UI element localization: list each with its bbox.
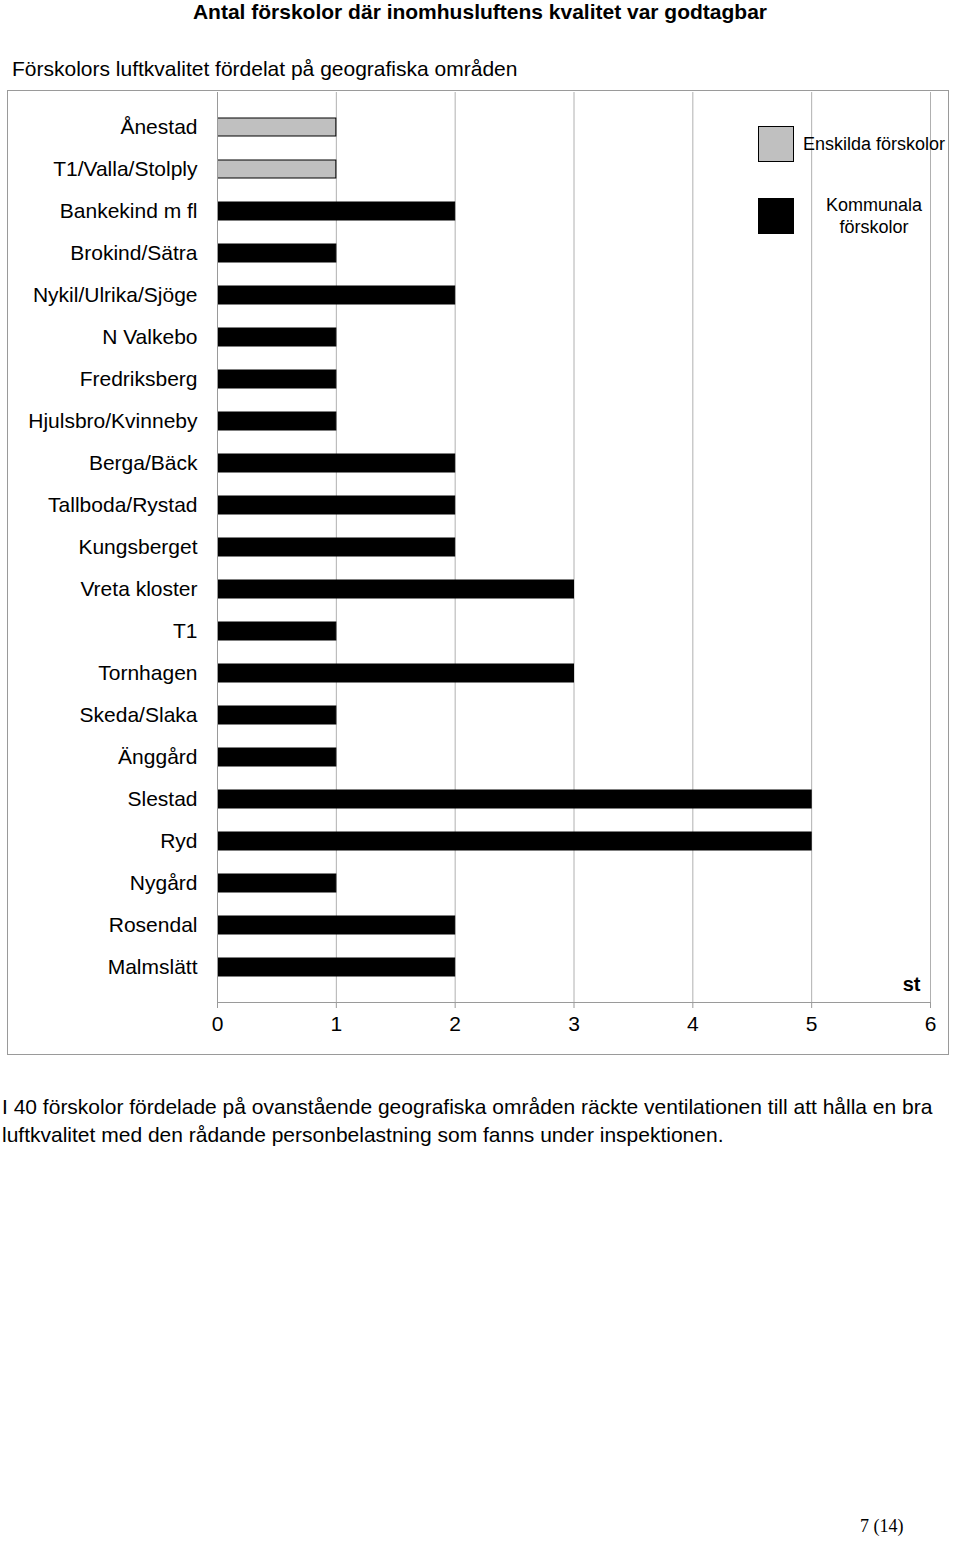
html-text:7 (14): 7 (14) xyxy=(860,1516,904,1536)
svg-text:Ånestad: Ånestad xyxy=(120,115,197,138)
html-text:Förskolors luftkvalitet fördel: Förskolors luftkvalitet fördelat på geog… xyxy=(12,57,518,80)
svg-text:Tallboda/Rystad: Tallboda/Rystad xyxy=(48,493,197,516)
svg-text:5: 5 xyxy=(806,1012,818,1035)
svg-text:6: 6 xyxy=(925,1012,937,1035)
svg-text:Brokind/Sätra: Brokind/Sätra xyxy=(70,241,198,264)
svg-text:Nygård: Nygård xyxy=(130,871,198,894)
svg-text:Slestad: Slestad xyxy=(127,787,197,810)
svg-text:Vreta kloster: Vreta kloster xyxy=(80,577,197,600)
svg-text:3: 3 xyxy=(568,1012,580,1035)
svg-text:0: 0 xyxy=(212,1012,224,1035)
svg-text:T1: T1 xyxy=(173,619,198,642)
svg-text:Hjulsbro/Kvinneby: Hjulsbro/Kvinneby xyxy=(28,409,198,432)
svg-text:Kungsberget: Kungsberget xyxy=(78,535,197,558)
svg-text:Tornhagen: Tornhagen xyxy=(98,661,197,684)
html-text:Enskilda förskolor: Enskilda förskolor xyxy=(803,134,945,154)
svg-text:N Valkebo: N Valkebo xyxy=(102,325,197,348)
svg-text:2: 2 xyxy=(449,1012,461,1035)
svg-text:Änggård: Änggård xyxy=(118,745,197,768)
svg-text:T1/Valla/Stolply: T1/Valla/Stolply xyxy=(53,157,198,180)
html-text:I 40 förskolor fördelade på ov: I 40 förskolor fördelade på ovanstående … xyxy=(2,1095,933,1146)
svg-text:4: 4 xyxy=(687,1012,699,1035)
svg-text:st: st xyxy=(903,973,921,995)
svg-text:Malmslätt: Malmslätt xyxy=(108,955,198,978)
svg-text:Ryd: Ryd xyxy=(160,829,197,852)
html-text:Kommunala förskolor: Kommunala förskolor xyxy=(826,195,922,237)
svg-text:1: 1 xyxy=(330,1012,342,1035)
svg-text:Fredriksberg: Fredriksberg xyxy=(80,367,198,390)
html-text:Antal förskolor där inomhusluf: Antal förskolor där inomhusluftens kvali… xyxy=(192,0,767,23)
svg-text:Skeda/Slaka: Skeda/Slaka xyxy=(80,703,198,726)
svg-text:Berga/Bäck: Berga/Bäck xyxy=(89,451,198,474)
svg-text:Rosendal: Rosendal xyxy=(109,913,198,936)
svg-text:Bankekind m fl: Bankekind m fl xyxy=(60,199,198,222)
svg-text:Nykil/Ulrika/Sjöge: Nykil/Ulrika/Sjöge xyxy=(33,283,198,306)
